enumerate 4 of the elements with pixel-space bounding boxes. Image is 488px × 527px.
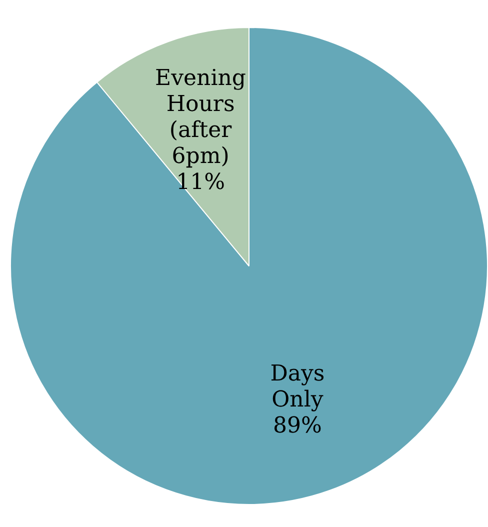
slice-label: Days Only: [270, 361, 325, 412]
data-label: 11%: [176, 170, 225, 196]
data-label: 89%: [273, 413, 322, 438]
slice-label: Evening Hours (after 6pm): [155, 66, 246, 170]
